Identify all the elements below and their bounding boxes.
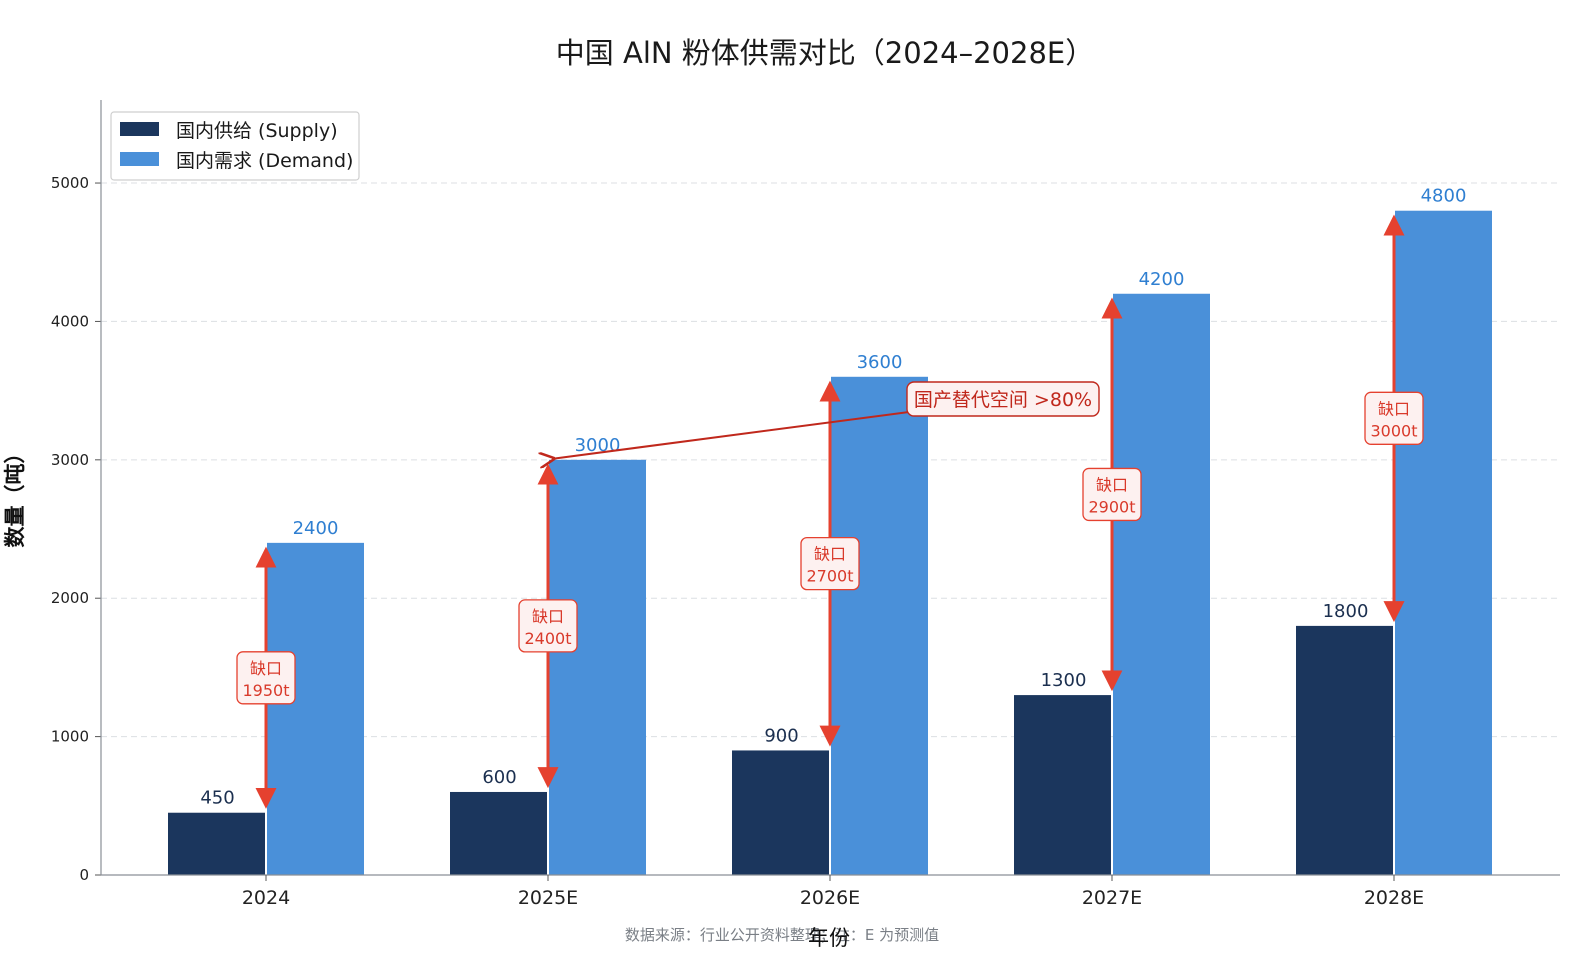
data-label-supply: 600	[482, 767, 516, 788]
x-tick-label: 2028E	[1364, 887, 1424, 909]
bar-demand	[267, 542, 364, 875]
bar-supply	[450, 791, 547, 875]
gap-label-box	[1364, 391, 1424, 445]
legend: 国内供给 (Supply) 国内需求 (Demand)	[110, 111, 360, 181]
y-tick-label: 2000	[51, 589, 89, 607]
source-note: 数据来源：行业公开资料整理；注：E 为预测值	[625, 926, 939, 944]
bars	[168, 210, 1492, 875]
gap-label-title: 缺口	[1378, 399, 1410, 418]
y-tick-label: 4000	[51, 312, 89, 330]
x-tick-label: 2027E	[1082, 887, 1142, 909]
gap-annotations: 缺口 1950t 缺口 2400t 缺口 2700t 缺口 2900t 缺口 3000t	[236, 214, 1424, 809]
gap-label-title: 缺口	[532, 607, 564, 626]
data-label-supply: 900	[764, 725, 798, 746]
gap-label-box	[800, 536, 860, 591]
bar-demand	[549, 459, 646, 875]
callout-text: 国产替代空间 >80%	[914, 389, 1092, 411]
y-axis-label: 数量（吨）	[3, 443, 27, 548]
gap-label-box	[1082, 467, 1142, 522]
data-label-supply: 450	[200, 788, 234, 809]
gap-label-title: 缺口	[1096, 475, 1128, 494]
gap-label-box	[518, 599, 578, 653]
y-axis-ticks: 0 1000 2000 3000 4000 5000	[51, 174, 101, 884]
bar-demand	[1113, 293, 1210, 875]
bar-supply	[1014, 695, 1111, 875]
gap-label-title: 缺口	[250, 659, 282, 678]
y-tick-label: 1000	[51, 728, 89, 746]
chart-title: 中国 AlN 粉体供需对比（2024–2028E）	[556, 36, 1094, 70]
bar-supply	[1296, 625, 1393, 875]
y-tick-label: 5000	[51, 174, 89, 192]
gap-label-value: 2700t	[807, 567, 854, 586]
data-label-demand: 4800	[1421, 186, 1467, 207]
x-tick-label: 2026E	[800, 887, 860, 909]
bar-demand	[1395, 210, 1492, 875]
data-label-supply: 1300	[1041, 670, 1087, 691]
x-axis-label: 年份	[808, 926, 850, 950]
bar-supply	[168, 812, 265, 875]
bar-supply	[732, 750, 829, 875]
gap-label-title: 缺口	[814, 545, 846, 564]
x-tick-label: 2025E	[518, 887, 578, 909]
legend-box	[110, 111, 360, 181]
legend-label-demand: 国内需求 (Demand)	[176, 150, 353, 172]
callout-arrow	[552, 411, 910, 459]
data-label-demand: 2400	[293, 518, 339, 539]
legend-swatch-demand	[120, 152, 159, 166]
x-tick-label: 2024	[242, 887, 290, 909]
legend-label-supply: 国内供给 (Supply)	[176, 120, 338, 142]
callout-annotation: 国产替代空间 >80%	[552, 381, 1100, 459]
legend-swatch-supply	[120, 122, 159, 136]
x-axis-ticks: 2024 2025E 2026E 2027E 2028E	[242, 875, 1424, 909]
data-label-supply: 1800	[1323, 601, 1369, 622]
y-tick-label: 3000	[51, 451, 89, 469]
y-tick-label: 0	[79, 866, 89, 884]
gap-label-value: 2400t	[525, 629, 572, 648]
data-label-demand: 3600	[857, 352, 903, 373]
data-label-demand: 4200	[1139, 269, 1185, 290]
gap-label-value: 1950t	[243, 681, 290, 700]
callout-box	[906, 381, 1100, 417]
gap-label-value: 3000t	[1371, 421, 1418, 440]
gap-label-box	[236, 651, 296, 705]
bar-demand	[831, 376, 928, 875]
gap-label-value: 2900t	[1089, 497, 1136, 516]
